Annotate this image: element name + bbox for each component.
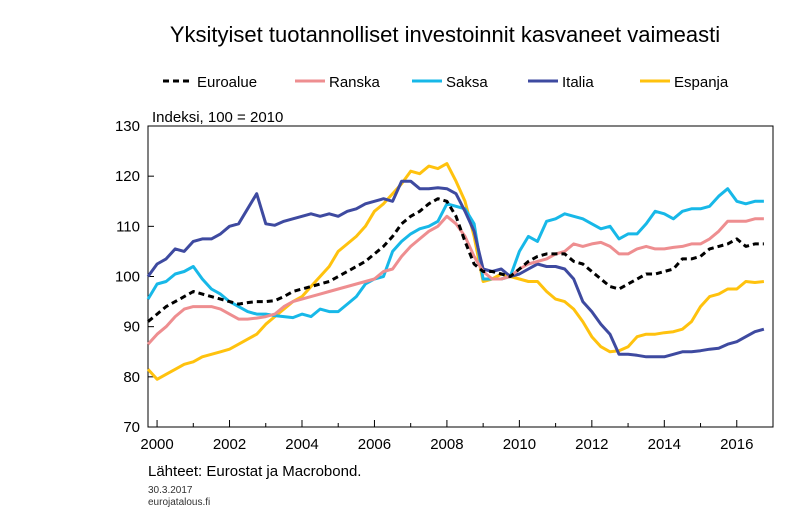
legend-label-ranska: Ranska (329, 74, 381, 91)
y-tick-label: 120 (115, 168, 140, 185)
series-line-saksa (146, 187, 764, 320)
y-tick-label: 130 (115, 118, 140, 135)
x-tick-label: 2014 (648, 436, 681, 453)
x-tick-label: 2006 (358, 436, 391, 453)
x-tick-label: 2008 (430, 436, 463, 453)
legend: Euroalue Ranska Saksa Italia Espanja (163, 74, 729, 91)
source-note: Lähteet: Eurostat ja Macrobond. (148, 463, 361, 480)
y-tick-label: 80 (123, 369, 140, 386)
y-tick-label: 110 (116, 218, 140, 235)
y-axis: 70 80 90 100 110 120 130 (115, 118, 154, 436)
legend-label-espanja: Espanja (674, 74, 729, 91)
x-tick-label: 2010 (503, 436, 536, 453)
series-line-espanja (146, 162, 765, 381)
plot-area (147, 125, 774, 428)
series-layer (146, 162, 765, 381)
x-tick-label: 2000 (140, 436, 173, 453)
series-line-euroalue (147, 197, 764, 323)
y-tick-label: 90 (123, 319, 140, 336)
legend-label-euroalue: Euroalue (197, 74, 257, 91)
x-tick-label: 2004 (285, 436, 318, 453)
site-note: eurojatalous.fi (148, 497, 210, 508)
chart-title: Yksityiset tuotannolliset investoinnit k… (170, 22, 720, 47)
x-tick-label: 2002 (213, 436, 246, 453)
date-note: 30.3.2017 (148, 485, 193, 496)
y-tick-label: 70 (123, 419, 140, 436)
x-axis: 2000 2002 2004 2006 2008 2010 2012 2014 2016 (140, 420, 774, 453)
y-tick-label: 100 (115, 269, 140, 286)
legend-label-saksa: Saksa (446, 74, 488, 91)
series-line-italia (146, 179, 765, 359)
y-axis-label: Indeksi, 100 = 2010 (152, 109, 283, 126)
series-line-ranska (146, 214, 764, 346)
x-tick-label: 2016 (720, 436, 753, 453)
legend-label-italia: Italia (562, 74, 594, 91)
x-tick-label: 2012 (575, 436, 608, 453)
